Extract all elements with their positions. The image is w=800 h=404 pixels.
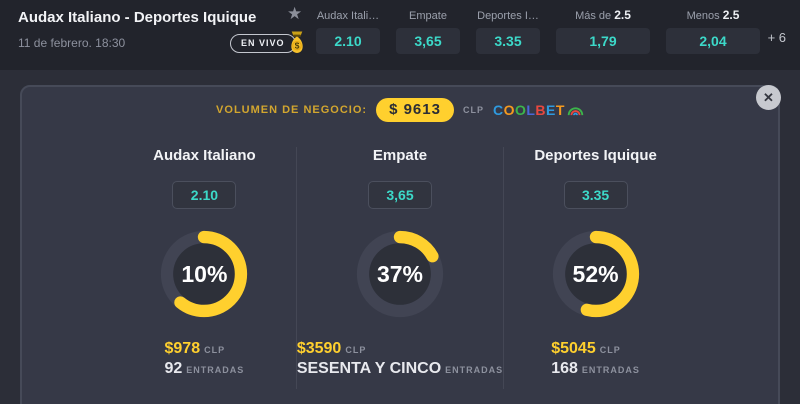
top-markets: Audax Itali… 2.10 Empate 3,65 Deportes I… [316,8,760,54]
away-percent-label: 52% [572,260,619,287]
outcome-away-title: Deportes Iquique [534,147,657,164]
home-stats: $978 CLP 92 ENTRADAS [165,339,245,379]
betting-volume-panel: ✕ VOLUMEN DE NEGOCIO: $ 9613 CLP COOLBET… [20,85,781,404]
draw-stats: $3590 CLP SESENTA Y CINCO ENTRADAS [297,339,503,379]
svg-text:$: $ [295,41,300,51]
away-amount: $5045 [551,340,596,357]
home-entries: 92 [164,360,183,377]
outcome-draw-odds-chip[interactable]: 3,65 [368,181,432,209]
outcome-home-odds-chip[interactable]: 2.10 [172,181,237,209]
outcome-column-home: Audax Italiano 2.10 10% $978 CLP 92 ENTRAD… [113,147,296,389]
draw-amount: $3590 [296,340,342,357]
odds-button-under[interactable]: 2,04 [666,28,760,54]
home-amount: $978 [164,340,201,357]
coolbet-logo-text: COOLBET [492,102,565,118]
draw-entries: SESENTA Y CINCO [296,360,442,377]
odds-button-draw[interactable]: 3,65 [396,28,460,54]
outcome-away-odds-chip[interactable]: 3.35 [563,181,628,209]
away-entries: 168 [551,360,578,377]
market-away-label: Deportes I… [477,10,539,22]
away-donut-chart: 52% [552,230,640,318]
draw-currency-unit: CLP [345,345,367,355]
star-icon[interactable]: ★ [287,4,303,23]
odds-button-home[interactable]: 2.10 [316,28,380,54]
market-under-label: Menos 2.5 [686,8,740,22]
away-entries-unit: ENTRADAS [581,365,640,375]
draw-donut-chart: 37% [356,230,444,318]
outcome-column-draw: Empate 3,65 37% $3590 CLP SESENTA Y CINCO… [295,147,505,389]
volume-label: VOLUMEN DE NEGOCIO: [216,104,368,116]
money-bag-icon[interactable]: $ [286,30,308,54]
coolbet-logo: COOLBET [493,102,584,118]
home-percent-label: 10% [181,260,228,287]
outcome-home-title: Audax Italiano [153,147,256,164]
away-currency-unit: CLP [599,345,621,355]
market-away: Deportes I… 3.35 [476,8,540,54]
coolbet-rainbow-icon [567,107,584,116]
match-header-bar: Audax Italiano - Deportes Iquique 11 de … [0,0,800,70]
home-entries-unit: ENTRADAS [186,365,245,375]
outcome-column-away: Deportes Iquique 3.35 52% $5045 CLP 168 EN… [504,147,687,389]
volume-amount-badge: $ 9613 [376,98,454,122]
market-over-label: Más de 2.5 [575,8,631,22]
match-title[interactable]: Audax Italiano - Deportes Iquique [18,9,257,26]
volume-header: VOLUMEN DE NEGOCIO: $ 9613 CLP COOLBET [22,98,778,122]
close-icon[interactable]: ✕ [756,85,781,110]
market-under: Menos 2.5 2,04 [666,8,760,54]
draw-entries-unit: ENTRADAS [445,365,504,375]
home-donut-chart: 10% [160,230,248,318]
outcome-draw-title: Empate [372,147,428,164]
market-home-label: Audax Itali… [316,10,380,22]
more-markets-link[interactable]: + 6 [767,30,786,45]
home-currency-unit: CLP [204,345,226,355]
draw-percent-label: 37% [376,260,424,287]
volume-currency: CLP [462,105,484,115]
match-datetime: 11 de febrero. 18:30 [18,36,126,50]
market-draw-label: Empate [409,10,447,22]
market-draw: Empate 3,65 [396,8,460,54]
outcome-columns: Audax Italiano 2.10 10% $978 CLP 92 ENTRAD… [113,147,687,389]
market-over: Más de 2.5 1,79 [556,8,650,54]
odds-button-over[interactable]: 1,79 [556,28,650,54]
away-stats: $5045 CLP 168 ENTRADAS [551,339,640,379]
odds-button-away[interactable]: 3.35 [476,28,540,54]
market-home: Audax Itali… 2.10 [316,8,380,54]
